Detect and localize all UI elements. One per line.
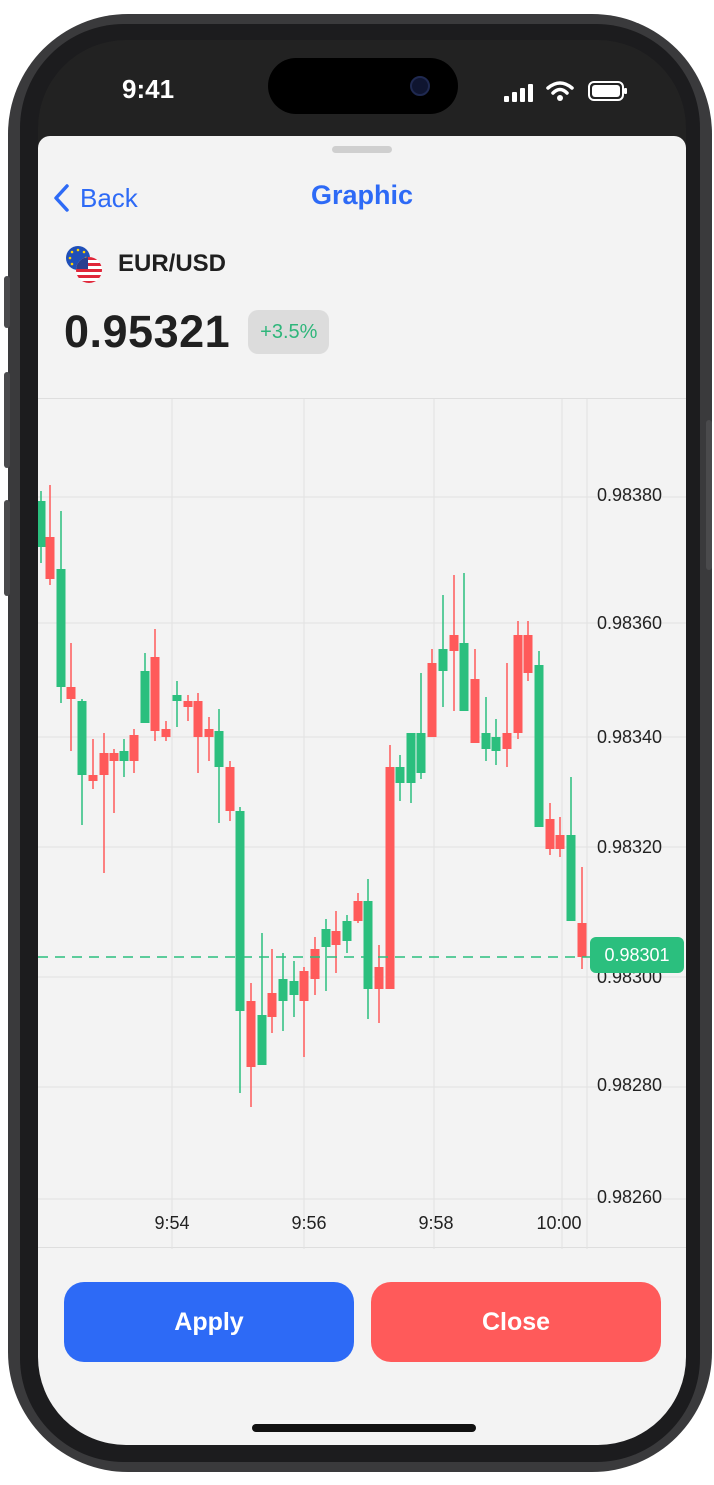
- candle-body: [523, 635, 533, 673]
- candle-body: [481, 733, 491, 749]
- candle-body: [513, 635, 523, 733]
- candle-body: [459, 643, 469, 711]
- candle-body: [257, 1015, 267, 1065]
- candle-body: [491, 737, 501, 751]
- chart-canvas: [38, 399, 686, 1249]
- candle-body: [183, 701, 193, 707]
- dynamic-island: [268, 58, 458, 114]
- candle-body: [374, 967, 384, 989]
- action-buttons: Apply Close: [64, 1282, 662, 1362]
- candle-body: [416, 733, 426, 773]
- candle-body: [161, 729, 171, 737]
- candle-body: [204, 729, 214, 737]
- status-bar: 9:41: [38, 40, 686, 136]
- candle-body: [299, 971, 309, 1001]
- candle-body: [566, 835, 576, 921]
- eur-usd-flags-icon: [66, 246, 102, 283]
- candle-body: [45, 537, 55, 579]
- change-badge: +3.5%: [248, 310, 330, 354]
- y-tick-label: 0.98320: [597, 837, 663, 857]
- y-tick-label: 0.98340: [597, 727, 663, 747]
- candle-body: [385, 767, 395, 989]
- x-tick-label: 10:00: [536, 1213, 582, 1233]
- last-price-tag: 0.98301: [590, 937, 684, 973]
- screen: 9:41 Back Graphic: [38, 40, 686, 1445]
- candle-body: [406, 733, 416, 783]
- candle-body: [331, 931, 341, 945]
- candle-body: [235, 811, 245, 1011]
- home-indicator[interactable]: [252, 1424, 476, 1432]
- candle-body: [278, 979, 288, 1001]
- current-price: 0.95321: [64, 306, 231, 357]
- status-time: 9:41: [122, 74, 175, 104]
- candle-body: [342, 921, 352, 941]
- y-tick-label: 0.98360: [597, 613, 663, 633]
- chevron-left-icon: [54, 184, 69, 212]
- candle-body: [555, 835, 565, 849]
- candle-body: [267, 993, 277, 1017]
- candle-body: [353, 901, 363, 921]
- candle-body: [129, 735, 139, 761]
- candle-body: [534, 665, 544, 827]
- candle-body: [577, 923, 587, 957]
- candle-body: [66, 687, 76, 699]
- candle-body: [438, 649, 448, 671]
- candlestick-chart[interactable]: 0.98380 0.98360 0.98340 0.98320 0.98300 …: [38, 398, 686, 1249]
- candle-body: [225, 767, 235, 811]
- candle-body: [321, 929, 331, 947]
- candle-body: [449, 635, 459, 651]
- candle-body: [470, 679, 480, 743]
- candle-body: [119, 751, 129, 761]
- candle-body: [172, 695, 182, 701]
- volume-up-button: [4, 372, 10, 468]
- y-tick-label: 0.98380: [597, 485, 663, 505]
- candle-body: [246, 1001, 256, 1067]
- candle-body: [99, 753, 109, 775]
- candle-body: [140, 671, 150, 723]
- candle-body: [77, 701, 87, 775]
- candle-body: [150, 657, 160, 731]
- candle-body: [289, 981, 299, 995]
- candle-body: [193, 701, 203, 737]
- candle-body: [427, 663, 437, 737]
- x-tick-label: 9:54: [154, 1213, 190, 1233]
- y-tick-label: 0.98260: [597, 1187, 663, 1207]
- y-tick-label: 0.98280: [597, 1075, 663, 1095]
- apply-button[interactable]: Apply: [64, 1282, 354, 1362]
- battery-icon: [588, 81, 627, 101]
- cellular-signal-icon: [504, 84, 533, 102]
- candle-body: [88, 775, 98, 781]
- sheet-grabber[interactable]: [332, 146, 392, 153]
- price-row: 0.95321 +3.5%: [64, 304, 330, 360]
- back-button[interactable]: Back: [52, 180, 138, 216]
- close-button[interactable]: Close: [371, 1282, 661, 1362]
- x-tick-label: 9:56: [291, 1213, 327, 1233]
- candle-body: [545, 819, 555, 849]
- candle-body: [395, 767, 405, 783]
- power-button: [706, 420, 712, 570]
- instrument-pair: EUR/USD: [64, 244, 226, 284]
- candles-group: [38, 485, 587, 1107]
- volume-down-button: [4, 500, 10, 596]
- pair-name: EUR/USD: [118, 250, 227, 277]
- camera-icon: [410, 76, 430, 96]
- candle-body: [109, 753, 119, 761]
- x-tick-label: 9:58: [418, 1213, 454, 1233]
- candle-body: [310, 949, 320, 979]
- candle-body: [38, 501, 46, 547]
- candle-body: [56, 569, 66, 687]
- candle-body: [214, 731, 224, 767]
- wifi-icon: [546, 81, 574, 101]
- candle-body: [502, 733, 512, 749]
- action-button: [4, 276, 10, 328]
- bottom-sheet: Back Graphic: [38, 136, 686, 1445]
- candle-body: [363, 901, 373, 989]
- back-label: Back: [80, 182, 138, 213]
